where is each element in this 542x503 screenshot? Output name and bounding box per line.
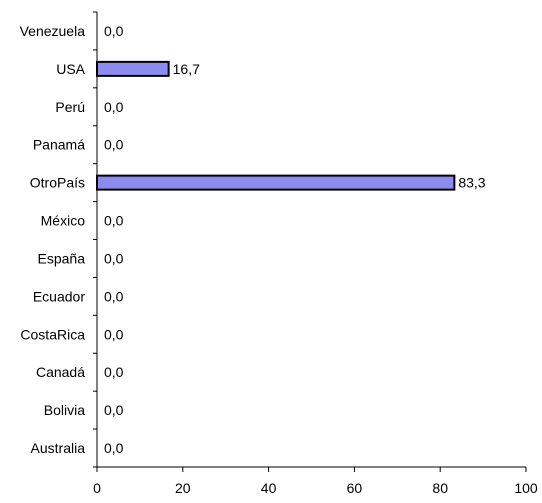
data-label: 0,0: [104, 440, 124, 456]
category-label: Bolivia: [44, 402, 85, 418]
x-tick-labels: 0 20 40 60 80 100: [93, 480, 538, 496]
x-tick-label: 60: [347, 480, 363, 496]
x-tick-label: 100: [514, 480, 538, 496]
bars: [96, 60, 456, 191]
data-label: 0,0: [104, 250, 124, 266]
category-label: España: [38, 250, 86, 266]
category-label: Canadá: [36, 364, 85, 380]
bar: [96, 60, 170, 77]
data-label: 0,0: [104, 288, 124, 304]
category-label: CostaRica: [20, 326, 85, 342]
category-label: Australia: [31, 440, 86, 456]
data-label: 0,0: [104, 326, 124, 342]
bar: [96, 174, 456, 191]
category-label: Panamá: [33, 137, 85, 153]
x-tick-label: 40: [261, 480, 277, 496]
category-label: México: [41, 213, 86, 229]
category-label: OtroPaís: [30, 175, 85, 191]
x-tick-label: 0: [93, 480, 101, 496]
category-labels: Venezuela USA Perú Panamá OtroPaís México Espa…: [20, 23, 86, 456]
data-label: 0,0: [104, 213, 124, 229]
data-label: 0,0: [104, 402, 124, 418]
data-label: 83,3: [458, 175, 485, 191]
category-label: Perú: [55, 99, 85, 115]
data-label: 0,0: [104, 364, 124, 380]
category-label: USA: [56, 61, 85, 77]
category-label: Ecuador: [33, 288, 85, 304]
value-labels: 0,0 16,7 0,0 0,0 83,3 0,0 0,0 0,0 0,0 0,0 0,0 0,0: [104, 23, 486, 456]
category-label: Venezuela: [20, 23, 86, 39]
data-label: 0,0: [104, 137, 124, 153]
x-axis: [96, 466, 527, 472]
y-axis: [93, 11, 98, 468]
data-label: 16,7: [173, 61, 200, 77]
x-tick-label: 20: [175, 480, 191, 496]
data-label: 0,0: [104, 99, 124, 115]
x-tick-label: 80: [432, 480, 448, 496]
data-label: 0,0: [104, 23, 124, 39]
